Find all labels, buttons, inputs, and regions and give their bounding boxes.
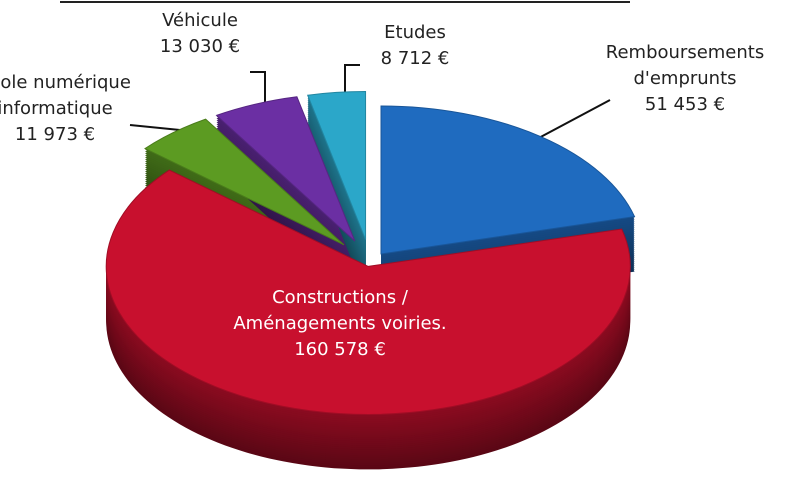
slice: [105, 169, 631, 415]
slice-label: Etudes 8 712 €: [360, 20, 470, 72]
value-label: 8 712 €: [380, 48, 450, 69]
value-label: 51 453 €: [644, 94, 726, 115]
category-name: Constructions / Aménagements voiries.: [233, 287, 447, 334]
slice: [306, 91, 367, 240]
category-name: Etudes: [384, 22, 446, 43]
slice-label: Remboursements d'emprunts 51 453 €: [585, 40, 785, 118]
value-label: 13 030 €: [159, 36, 241, 57]
category-name: Remboursements d'emprunts: [605, 42, 765, 89]
leader-line: [250, 71, 266, 108]
value-label: 11 973 €: [14, 124, 96, 145]
slice-label: Constructions / Aménagements voiries. 160…: [230, 285, 450, 363]
category-name: Ecole numérique informatique: [0, 72, 131, 119]
category-name: Véhicule: [162, 10, 238, 31]
slice: [144, 118, 345, 246]
slice: [215, 96, 356, 242]
slice-label: Véhicule 13 030 €: [130, 8, 270, 60]
slice-label: Ecole numérique informatique 11 973 €: [0, 70, 150, 148]
leader-line: [344, 64, 360, 100]
leader-line: [534, 99, 611, 141]
value-label: 160 578 €: [294, 339, 386, 360]
leader-line: [129, 124, 181, 131]
slice: [380, 105, 636, 255]
